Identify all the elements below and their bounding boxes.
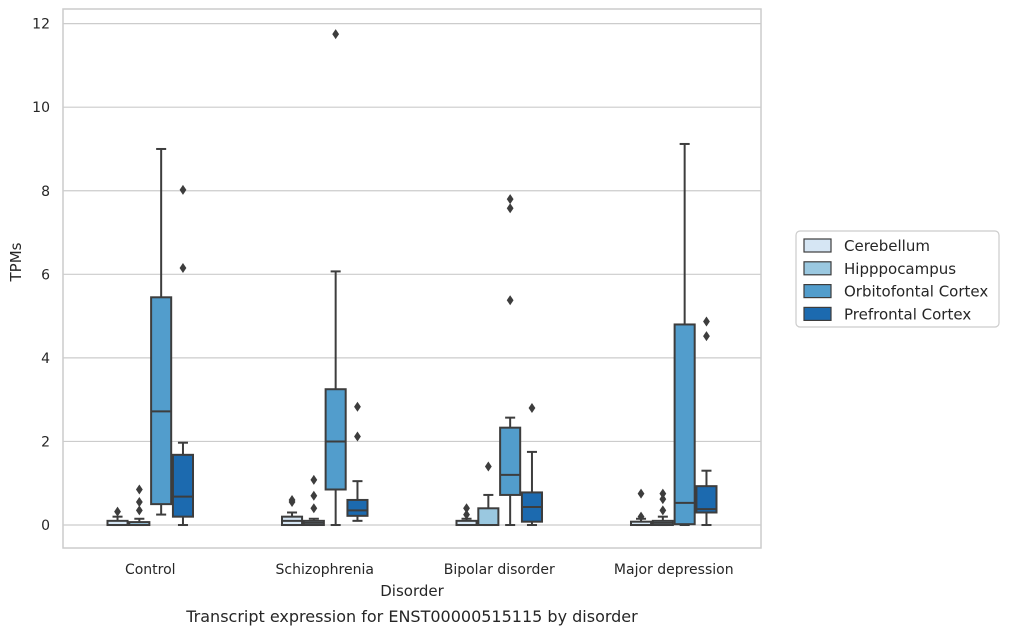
outlier-point bbox=[310, 490, 318, 501]
box-2-1 bbox=[477, 461, 500, 527]
box-iqr bbox=[477, 507, 500, 527]
outlier-point bbox=[354, 431, 361, 442]
legend-swatch bbox=[803, 306, 832, 321]
outlier-point bbox=[354, 401, 361, 412]
legend-label: Prefrontal Cortex bbox=[844, 305, 971, 323]
box-iqr bbox=[673, 323, 696, 526]
outlier-point bbox=[659, 494, 667, 505]
box-1-3 bbox=[346, 401, 369, 522]
outlier-point bbox=[463, 509, 470, 520]
box-1-0 bbox=[280, 494, 304, 527]
outlier-point bbox=[179, 184, 187, 195]
outlier-point bbox=[135, 505, 143, 516]
y-tick-label: 10 bbox=[32, 100, 50, 116]
box-0-0 bbox=[106, 506, 129, 527]
box-2-2 bbox=[499, 194, 522, 527]
outlier-point bbox=[179, 263, 187, 274]
box-iqr bbox=[346, 498, 369, 517]
legend-swatch bbox=[803, 284, 832, 299]
outlier-point bbox=[637, 488, 645, 499]
outlier-point bbox=[310, 474, 318, 485]
outlier-point bbox=[506, 203, 514, 214]
outlier-point bbox=[506, 194, 514, 205]
outlier-point bbox=[463, 503, 470, 514]
box-3-1 bbox=[651, 488, 674, 527]
x-axis-title: Disorder bbox=[380, 582, 444, 600]
outlier-point bbox=[528, 403, 536, 414]
y-tick-label: 0 bbox=[41, 518, 50, 534]
box-1-2 bbox=[324, 29, 347, 527]
outlier-point bbox=[484, 461, 492, 472]
box-iqr bbox=[150, 296, 173, 506]
y-axis-title: TPMs bbox=[7, 242, 25, 282]
x-axis: Control Schizophrenia Bipolar disorder Majo… bbox=[125, 562, 734, 578]
outlier-point bbox=[703, 316, 710, 327]
y-axis: 0 2 4 6 8 10 12 bbox=[32, 17, 50, 534]
y-tick-label: 6 bbox=[41, 267, 50, 283]
gridlines bbox=[63, 23, 761, 526]
box-3-3 bbox=[695, 316, 718, 527]
y-tick-label: 12 bbox=[32, 17, 50, 33]
outlier-point bbox=[310, 503, 318, 514]
outlier-point bbox=[114, 506, 121, 517]
legend-label: Orbitofontal Cortex bbox=[844, 283, 988, 301]
box-iqr bbox=[499, 426, 522, 496]
x-tick-label: Bipolar disorder bbox=[444, 562, 555, 578]
outlier-point bbox=[506, 295, 514, 306]
box-1-1 bbox=[302, 474, 325, 527]
box-2-0 bbox=[455, 503, 478, 527]
x-tick-label: Schizophrenia bbox=[276, 562, 374, 578]
box-iqr bbox=[171, 453, 195, 518]
y-tick-label: 4 bbox=[41, 351, 50, 367]
outlier-point bbox=[135, 497, 143, 508]
legend-swatch bbox=[803, 238, 832, 253]
box-iqr bbox=[324, 388, 347, 491]
plot-frame bbox=[62, 8, 762, 549]
box-3-0 bbox=[629, 488, 653, 527]
outlier-point bbox=[288, 494, 296, 505]
legend-box bbox=[795, 230, 1000, 328]
outlier-point bbox=[703, 331, 710, 342]
outlier-point bbox=[135, 484, 143, 495]
outlier-point bbox=[659, 488, 667, 499]
legend: Cerebellum Hipppocampus Orbitofontal Corte… bbox=[795, 230, 1000, 328]
y-tick-label: 8 bbox=[41, 184, 50, 200]
box-2-3 bbox=[520, 403, 544, 527]
outlier-point bbox=[332, 29, 340, 40]
plot-border bbox=[62, 8, 762, 549]
box-0-3 bbox=[171, 184, 195, 527]
legend-label: Cerebellum bbox=[844, 237, 930, 255]
x-tick-label: Control bbox=[125, 562, 176, 578]
box-series bbox=[106, 29, 718, 527]
box-iqr bbox=[695, 485, 718, 514]
chart-caption: Transcript expression for ENST0000051511… bbox=[185, 607, 638, 626]
outlier-point bbox=[659, 505, 667, 516]
box-0-2 bbox=[150, 147, 173, 516]
y-tick-label: 2 bbox=[41, 434, 50, 450]
box-0-1 bbox=[128, 484, 151, 527]
legend-swatch bbox=[803, 261, 832, 276]
legend-label: Hipppocampus bbox=[844, 260, 956, 278]
box-3-2 bbox=[673, 142, 696, 527]
x-tick-label: Major depression bbox=[614, 562, 734, 578]
outlier-point bbox=[637, 511, 645, 522]
